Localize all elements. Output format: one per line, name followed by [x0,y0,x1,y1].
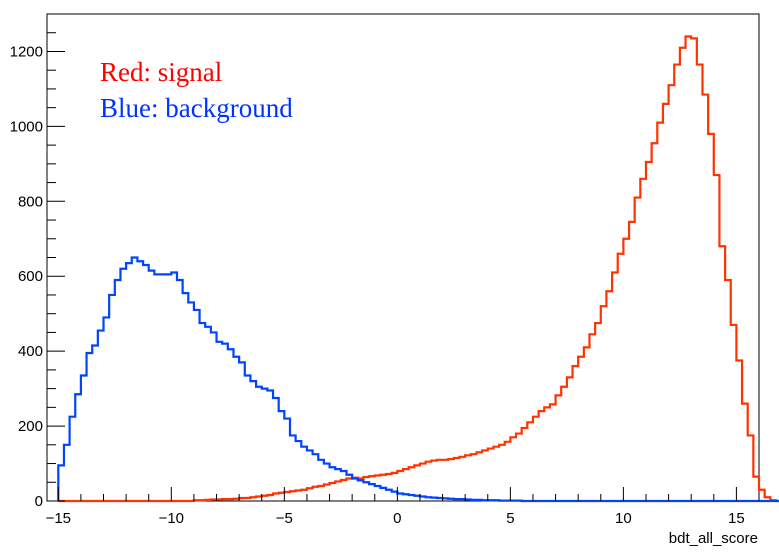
axis-layer: −15 −10 −5 0 5 10 15 0 200 400 600 800 1000 1200 [10,13,760,527]
y-tick-label: 1200 [10,43,43,60]
y-tick-label: 1000 [10,118,43,135]
x-tick-label: −5 [276,510,293,527]
y-tick-label: 400 [18,343,43,360]
x-tick-label: −10 [159,510,184,527]
x-tick-label: 10 [615,510,632,527]
x-tick-label: 15 [728,510,745,527]
x-tick-label: −15 [46,510,71,527]
y-tick-label: 200 [18,418,43,435]
x-tick-label: 0 [393,510,401,527]
legend-background: Blue: background [100,93,293,123]
x-tick-label: 5 [506,510,514,527]
legend-signal: Red: signal [100,57,222,87]
y-tick-label: 800 [18,193,43,210]
plot-frame [46,13,760,502]
x-axis-title: bdt_all_score [669,530,758,547]
y-tick-label: 0 [35,493,43,510]
series-line-1 [57,256,779,503]
y-tick-label: 600 [18,268,43,285]
